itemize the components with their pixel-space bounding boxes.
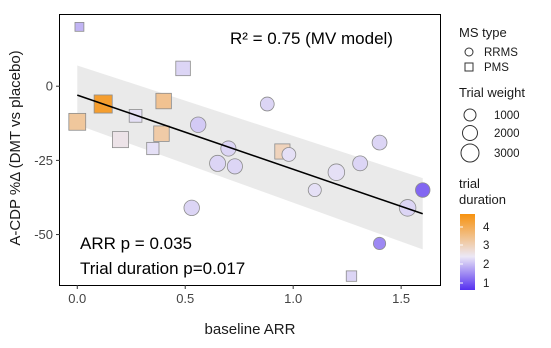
legend-color-label-4: 4 [483, 222, 490, 234]
y-tick-label-1: -25 [34, 153, 53, 168]
data-point-rrms-20 [352, 155, 368, 172]
arr-p-annotation: ARR p = 0.035 [80, 234, 192, 253]
data-point-rrms-18 [307, 183, 322, 198]
data-point-rrms-15 [226, 158, 243, 175]
x-axis-title: baseline ARR [205, 321, 296, 338]
data-point-rrms-24 [415, 182, 431, 198]
legend-colorbar [460, 214, 475, 290]
data-point-rrms-16 [259, 96, 275, 112]
legend-size-2000-label: 2000 [494, 128, 520, 140]
x-tick-label-0: 0.0 [68, 291, 86, 306]
data-point-pms-5 [146, 141, 160, 156]
data-point-pms-0 [74, 22, 85, 32]
legend-color-title-line2: duration [459, 192, 506, 207]
legend-size-3000-symbol [460, 143, 480, 163]
legend-size-1000-symbol [463, 108, 477, 122]
legend-color-label-3: 3 [483, 240, 489, 252]
legend-pms-symbol [464, 62, 474, 72]
data-point-pms-7 [155, 92, 172, 110]
y-tick-label-0: 0 [46, 79, 53, 94]
duration-p-annotation: Trial duration p=0.017 [80, 259, 245, 278]
data-point-pms-3 [112, 131, 129, 149]
legend-size-1000-label: 1000 [494, 110, 520, 122]
data-point-rrms-19 [327, 163, 346, 181]
data-point-rrms-12 [190, 116, 207, 133]
x-tick-label-3: 1.5 [392, 291, 410, 306]
x-tick-label-1: 0.5 [176, 291, 194, 306]
legend-rrms-label: RRMS [484, 47, 518, 59]
confidence-band [77, 65, 423, 250]
data-point-pms-1 [68, 112, 87, 131]
legend-size-title: Trial weight [459, 85, 525, 100]
data-point-rrms-11 [183, 199, 200, 217]
legend-rrms-symbol [464, 47, 474, 57]
y-axis-title: A-CDP %Δ (DMT vs placebo) [7, 50, 24, 245]
legend-size-3000-label: 3000 [494, 148, 520, 160]
legend-pms-label: PMS [484, 62, 509, 74]
data-point-rrms-14 [220, 140, 237, 157]
data-point-rrms-17 [281, 147, 297, 162]
legend-color-label-1: 1 [483, 278, 489, 290]
data-point-rrms-13 [209, 154, 227, 172]
data-point-pms-10 [345, 270, 358, 282]
legend-color-title-line1: trial [459, 176, 480, 191]
regression-line [77, 94, 423, 215]
data-point-pms-6 [153, 125, 170, 142]
data-point-rrms-21 [371, 134, 388, 151]
x-tick-label-2: 1.0 [284, 291, 302, 306]
y-tick-label-2: -50 [34, 227, 53, 242]
legend-size-2000-symbol [462, 125, 478, 141]
legend-color-label-2: 2 [483, 259, 489, 271]
r2-annotation: R² = 0.75 (MV model) [230, 29, 393, 48]
legend-shape-title: MS type [459, 25, 507, 40]
data-point-pms-8 [175, 60, 191, 77]
data-point-rrms-22 [373, 236, 387, 251]
